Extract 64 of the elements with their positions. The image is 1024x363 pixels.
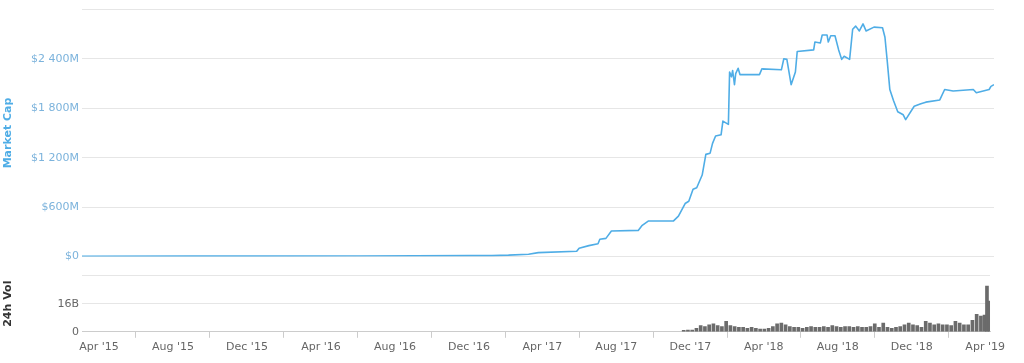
x-tick-label: Aug '15 xyxy=(151,340,194,354)
bar xyxy=(915,325,920,332)
bar xyxy=(813,327,818,332)
bar xyxy=(881,322,886,332)
bar xyxy=(945,324,949,332)
bar xyxy=(864,327,869,332)
y-tick-label: 0 xyxy=(72,324,79,338)
x-tick-label: Apr '18 xyxy=(743,340,784,354)
bar xyxy=(830,325,835,332)
bar xyxy=(860,327,864,332)
bar xyxy=(754,327,758,332)
x-tick-label: Dec '16 xyxy=(448,340,490,354)
bar xyxy=(805,327,809,332)
bar xyxy=(932,324,937,332)
x-tick-label: Apr '16 xyxy=(301,340,341,354)
y-tick-label: $1 800M xyxy=(31,101,79,115)
bar xyxy=(940,324,945,332)
x-tick-label: Dec '17 xyxy=(669,340,712,354)
bar xyxy=(911,324,915,332)
bar xyxy=(698,325,703,332)
bar xyxy=(821,326,826,332)
y-tick-label: 16B xyxy=(57,296,79,310)
bar xyxy=(855,326,860,332)
x-tick-label: Aug '16 xyxy=(373,340,416,354)
bar xyxy=(737,327,741,332)
bar xyxy=(877,327,881,332)
bar xyxy=(724,320,728,332)
y-tick-label: $0 xyxy=(65,249,79,263)
bar xyxy=(906,322,911,332)
bar xyxy=(775,323,779,332)
bar xyxy=(826,327,830,332)
x-tick-label: Dec '18 xyxy=(890,340,933,354)
bar xyxy=(741,327,745,332)
x-tick-label: Apr '19 xyxy=(965,340,1005,354)
bar xyxy=(847,326,852,332)
bar xyxy=(889,327,894,332)
bar xyxy=(962,324,966,332)
bar xyxy=(966,324,970,332)
bar xyxy=(957,322,962,332)
x-tick-label: Dec '15 xyxy=(226,340,268,354)
bar xyxy=(923,320,928,332)
y-tick-label: $600M xyxy=(41,199,79,213)
y-axis-title: 24h Vol xyxy=(1,280,15,327)
bar xyxy=(703,326,707,332)
bar xyxy=(792,327,796,332)
x-tick-label: Aug '18 xyxy=(816,340,859,354)
bar xyxy=(949,325,954,332)
bar xyxy=(771,326,775,332)
bar xyxy=(843,326,847,332)
bar xyxy=(809,326,813,332)
bar xyxy=(788,326,792,332)
bar xyxy=(838,327,843,332)
y-tick-label: $2 400M xyxy=(31,51,79,65)
x-tick-label: Aug '17 xyxy=(595,340,638,354)
x-tick-label: Apr '15 xyxy=(79,340,119,354)
y-tick-label: $1 200M xyxy=(31,150,79,164)
bar xyxy=(928,322,932,332)
bar xyxy=(894,327,898,332)
y-axis-title: Market Cap xyxy=(1,97,15,169)
x-tick-label: Apr '17 xyxy=(522,340,563,354)
bar xyxy=(872,323,877,332)
bar xyxy=(707,324,711,332)
bar xyxy=(898,326,903,332)
bar xyxy=(979,315,983,332)
